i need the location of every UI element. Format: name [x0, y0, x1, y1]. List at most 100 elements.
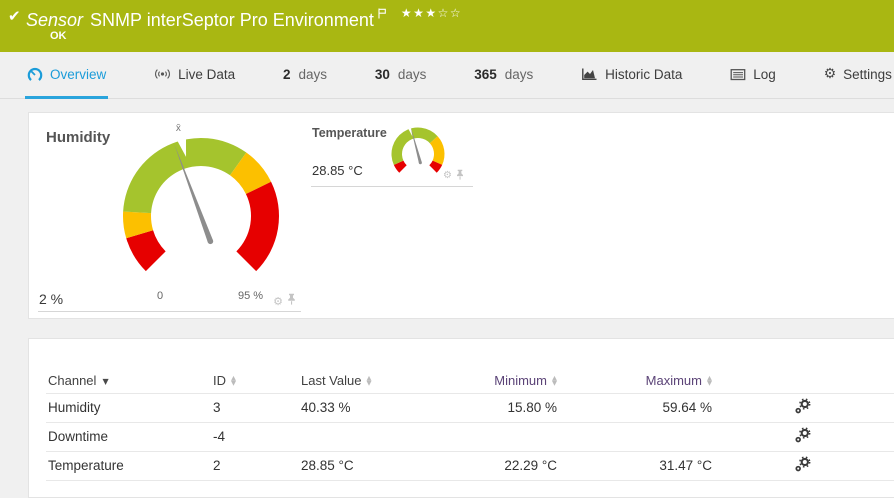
tab-log[interactable]: Log [728, 52, 778, 99]
column-header-maximum[interactable]: Maximum ▲ ▼ [559, 369, 714, 394]
log-icon [730, 68, 746, 81]
channel-settings-icon[interactable] [794, 455, 811, 476]
mean-marker-label: x̄ [176, 123, 181, 134]
tab-label: days [504, 66, 534, 82]
gauge-needle-cap [207, 238, 214, 245]
sort-toggle-icon: ▲ ▼ [366, 374, 372, 387]
gauge-scale-start-label: 0 [157, 290, 164, 302]
object-type-label: Sensor [26, 10, 84, 30]
channel-settings-icon[interactable] [794, 397, 811, 418]
broadcast-icon [154, 67, 171, 81]
tab-historic-data[interactable]: Historic Data [579, 52, 684, 99]
gauge-segment [393, 160, 407, 173]
sort-toggle-icon: ▲ ▼ [552, 374, 557, 387]
ok-check-icon: ✔ [8, 7, 21, 25]
channel-minimum: 22.29 °C [454, 451, 559, 481]
sort-toggle-icon: ▲ ▼ [707, 374, 712, 387]
tab-label: Historic Data [605, 66, 683, 82]
channel-last-value: 40.33 % [299, 393, 454, 423]
tab-number: 2 [282, 66, 291, 82]
gauge-segment [236, 181, 279, 272]
gauge-segment [429, 136, 445, 165]
channel-id: 3 [211, 393, 299, 423]
tab-2-days[interactable]: 2 days [281, 52, 329, 99]
channel-row-humidity: Humidity 3 40.33 % 15.80 % 59.64 % [46, 393, 894, 423]
channel-actions-cell [714, 451, 894, 481]
column-header-label: Minimum [494, 373, 547, 389]
tab-365-days[interactable]: 365 days [472, 52, 535, 99]
channel-last-value: 28.85 °C [299, 451, 454, 481]
column-header-channel[interactable]: Channel ▼ [46, 369, 211, 394]
channel-minimum: 15.80 % [454, 393, 559, 423]
mean-marker-notch [176, 137, 187, 157]
column-header-last-value[interactable]: Last Value ▲ ▼ [299, 369, 454, 394]
channel-name[interactable]: Downtime [46, 422, 211, 452]
channel-row-temperature: Temperature 2 28.85 °C 22.29 °C 31.47 °C [46, 451, 894, 481]
sensor-status-text: OK [50, 30, 67, 42]
channel-minimum [454, 422, 559, 452]
sensor-tab-bar: Overview Live Data 2 days 30 days 365 da… [0, 52, 894, 99]
gauge-title: Humidity [46, 129, 111, 146]
channel-row-downtime: Downtime -4 [46, 422, 894, 452]
tab-label: Settings [843, 66, 892, 82]
sensor-status-bar: ✔ Sensor SNMP interSeptor Pro Environment… [0, 0, 894, 52]
gauge-segment [230, 152, 272, 195]
channel-settings-icon[interactable] [794, 426, 811, 447]
channel-id: -4 [211, 422, 299, 452]
pin-icon[interactable] [455, 168, 465, 184]
temperature-gauge [391, 126, 445, 173]
column-header-actions [714, 369, 894, 394]
column-header-label: Last Value [301, 373, 362, 389]
tab-number: 30 [374, 66, 390, 82]
gauge-last-value: 28.85 °C [312, 163, 363, 178]
gauge-needle-cap [418, 161, 422, 165]
gauge-settings-gear-icon[interactable]: ⚙ [443, 170, 452, 181]
channel-maximum: 31.47 °C [559, 451, 714, 481]
gauge-scale-end-label: 95 % [238, 290, 264, 302]
humidity-gauge-tile: Humidity x̄ 2 % 0 95 % ⚙ [38, 121, 301, 312]
gauge-segment [429, 160, 443, 173]
temperature-gauge-tile: Temperature 28.85 °C ⚙ [311, 121, 473, 187]
channel-name[interactable]: Humidity [46, 393, 211, 423]
tab-label: days [397, 66, 427, 82]
tab-label: Overview [50, 66, 107, 82]
sort-desc-icon: ▼ [102, 377, 109, 387]
column-header-id[interactable]: ID ▲ ▼ [211, 369, 299, 394]
gear-icon: ⚙ [823, 66, 837, 82]
sensor-title: SNMP interSeptor Pro Environment [90, 10, 374, 30]
tab-label: Log [753, 66, 776, 82]
tab-label: days [298, 66, 328, 82]
gauges-panel: Humidity x̄ 2 % 0 95 % ⚙ Temperature 28.… [28, 112, 894, 319]
channels-panel: Channel ▼ ID ▲ ▼ Last Value ▲ ▼ Minimum ▲ ▼ Maximum… [28, 338, 894, 498]
tab-label: Live Data [178, 66, 236, 82]
humidity-gauge: x̄ [122, 123, 279, 272]
channel-actions-cell [714, 422, 894, 452]
channel-actions-cell [714, 393, 894, 423]
priority-stars[interactable]: ★★★☆☆ [400, 6, 463, 20]
gauge-icon [27, 67, 43, 82]
channel-name[interactable]: Temperature [46, 451, 211, 481]
column-header-label: Maximum [645, 373, 702, 389]
tab-30-days[interactable]: 30 days [373, 52, 429, 99]
column-header-minimum[interactable]: Minimum ▲ ▼ [454, 369, 559, 394]
column-header-label: ID [213, 373, 226, 389]
channel-last-value [299, 422, 454, 452]
gauge-segment [122, 211, 154, 239]
area-chart-icon [581, 67, 598, 81]
column-header-label: Channel [48, 373, 97, 389]
priority-flag-icon[interactable] [377, 3, 387, 24]
gauge-segment [126, 230, 166, 272]
tab-overview[interactable]: Overview [25, 52, 109, 99]
tab-settings[interactable]: ⚙ Settings [822, 52, 894, 99]
gauge-settings-gear-icon[interactable]: ⚙ [273, 294, 283, 308]
channel-id: 2 [211, 451, 299, 481]
gauge-needle [410, 126, 422, 164]
gauge-segment [123, 138, 247, 214]
gauge-title: Temperature [312, 126, 387, 140]
gauge-needle [174, 143, 214, 243]
channel-maximum [559, 422, 714, 452]
pin-icon[interactable] [286, 293, 297, 309]
tab-live-data[interactable]: Live Data [152, 52, 237, 99]
channel-maximum: 59.64 % [559, 393, 714, 423]
tab-number: 365 [474, 66, 497, 82]
